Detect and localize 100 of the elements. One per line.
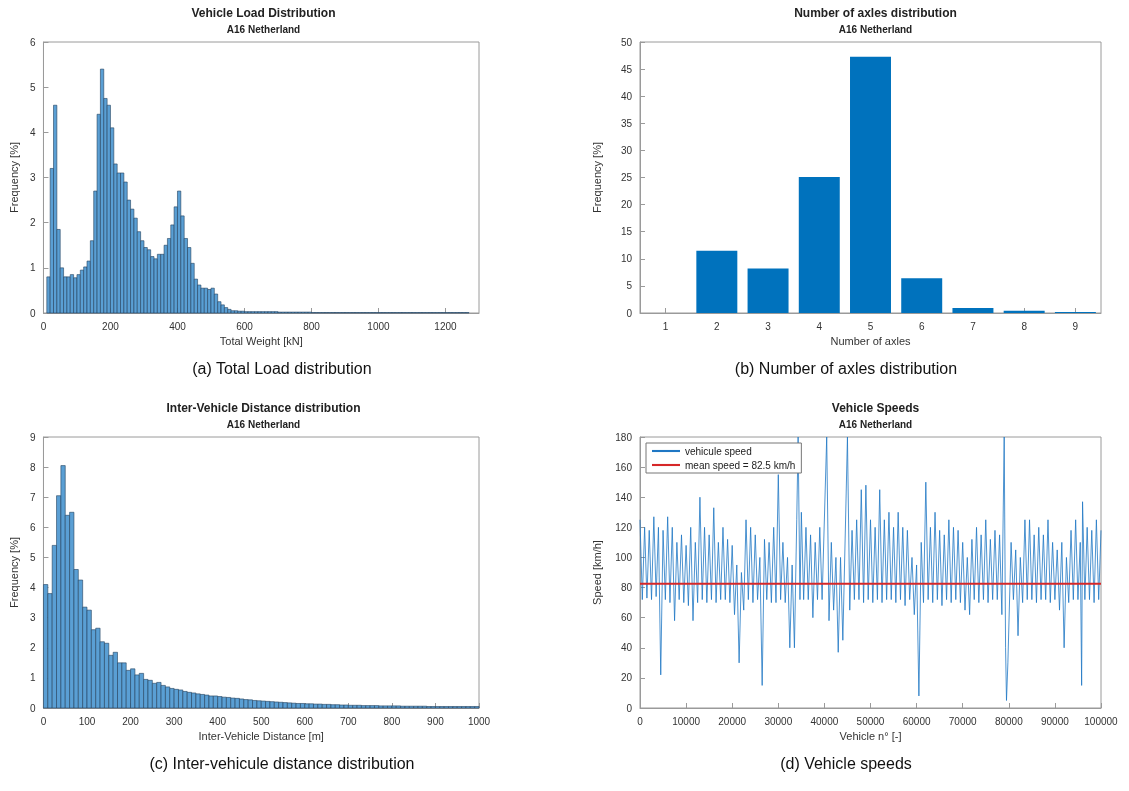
x-tick-label: 100000 [1084, 715, 1119, 727]
y-tick-label: 0 [29, 702, 36, 714]
bar [696, 250, 738, 313]
y-tick-label: 45 [620, 63, 633, 75]
y-tick-label: 180 [615, 431, 633, 443]
y-tick-label: 2 [29, 217, 36, 229]
y-tick-label: 5 [626, 280, 633, 292]
y-axis-title: Speed [km/h] [590, 540, 603, 605]
text: (c) Inter-vehicule distance distribution [149, 754, 415, 772]
y-tick-label: 7 [29, 491, 36, 503]
y-tick-label: 25 [620, 172, 633, 183]
y-axis-title: Frequency [%] [7, 142, 20, 213]
x-tick-label: 90000 [1040, 715, 1070, 727]
x-tick-label: 100 [78, 715, 96, 727]
x-tick-label: 1000 [367, 320, 391, 332]
x-tick-label: 700 [339, 715, 358, 727]
y-tick-label: 40 [620, 90, 633, 102]
y-tick-label: 140 [615, 491, 633, 503]
bar [798, 176, 840, 313]
y-tick-label: 0 [626, 702, 633, 714]
y-tick-label: 0 [626, 307, 633, 319]
x-tick-label: 500 [252, 715, 271, 727]
x-tick-label: 800 [383, 715, 401, 727]
y-tick-label: 3 [29, 612, 36, 624]
y-tick-label: 60 [620, 612, 633, 624]
y-tick-label: 6 [29, 36, 36, 48]
x-tick-label: 600 [296, 715, 314, 727]
x-tick-label: 300 [165, 715, 183, 727]
chart-title: Vehicle Speeds [831, 401, 920, 415]
x-tick-label: 0 [40, 715, 47, 727]
x-tick-label: 900 [427, 715, 445, 727]
x-tick-label: 1 [662, 320, 669, 332]
chart-subtitle: A16 Netherland [838, 418, 913, 430]
y-tick-label: 5 [29, 81, 36, 93]
y-axis-title: Frequency [%] [7, 537, 20, 608]
x-tick-label: 800 [303, 320, 321, 332]
y-tick-label: 6 [29, 521, 36, 533]
bar [1003, 310, 1045, 313]
y-tick-label: 50 [620, 36, 633, 48]
y-tick-label: 15 [620, 226, 633, 238]
line-series [639, 436, 1102, 701]
x-tick-label: 4 [816, 320, 823, 332]
x-tick-label: 40000 [810, 715, 839, 727]
x-tick-label: 6 [918, 320, 925, 332]
text: (a) Total Load distribution [192, 359, 372, 377]
chart-subtitle: A16 Netherland [838, 23, 913, 35]
x-tick-label: 60000 [902, 715, 931, 727]
y-tick-label: 160 [615, 461, 633, 473]
y-tick-label: 3 [29, 172, 36, 183]
x-tick-label: 0 [40, 320, 47, 332]
y-tick-label: 0 [29, 307, 36, 319]
y-tick-label: 80 [620, 582, 633, 594]
x-tick-label: 1200 [434, 320, 458, 332]
x-axis-title: Total Weight [kN] [219, 335, 303, 348]
x-tick-label: 3 [765, 320, 772, 332]
y-tick-label: 8 [29, 461, 36, 473]
x-tick-label: 70000 [948, 715, 978, 727]
chart-title: Vehicle Load Distribution [191, 6, 336, 20]
y-tick-label: 5 [29, 551, 36, 563]
x-tick-label: 80000 [994, 715, 1024, 727]
y-tick-label: 1 [29, 262, 36, 274]
bar [952, 308, 994, 313]
y-tick-label: 20 [620, 199, 633, 211]
x-tick-label: 600 [236, 320, 254, 332]
chart-title: Inter-Vehicle Distance distribution [166, 401, 361, 415]
y-tick-label: 40 [620, 642, 633, 654]
y-tick-label: 4 [29, 126, 36, 138]
bar [747, 268, 789, 313]
bar [850, 56, 891, 313]
y-tick-label: 20 [620, 672, 633, 684]
x-tick-label: 50000 [856, 715, 885, 727]
x-tick-label: 200 [102, 320, 120, 332]
x-tick-label: 1000 [467, 715, 491, 727]
x-tick-label: 7 [970, 320, 977, 332]
legend-label: mean speed = 82.5 km/h [685, 459, 796, 471]
y-tick-label: 4 [29, 582, 36, 594]
x-tick-label: 20000 [718, 715, 747, 727]
y-tick-label: 35 [620, 117, 633, 129]
y-tick-label: 1 [29, 672, 36, 684]
chart-subtitle: A16 Netherland [226, 418, 301, 430]
y-tick-label: 100 [615, 551, 633, 563]
x-tick-label: 10000 [672, 715, 701, 727]
y-tick-label: 9 [29, 431, 36, 443]
legend-label: vehicule speed [685, 445, 752, 457]
x-tick-label: 400 [169, 320, 187, 332]
chart-subtitle: A16 Netherland [226, 23, 301, 35]
text: (b) Number of axles distribution [734, 359, 958, 377]
x-tick-label: 200 [122, 715, 140, 727]
x-tick-label: 400 [209, 715, 227, 727]
x-axis-title: Number of axles [830, 335, 912, 348]
y-tick-label: 30 [620, 144, 633, 156]
y-tick-label: 10 [620, 253, 633, 265]
x-tick-label: 8 [1021, 320, 1028, 332]
x-tick-label: 2 [714, 320, 721, 332]
x-tick-label: 0 [637, 715, 644, 727]
bar [901, 278, 943, 313]
x-axis-title: Inter-Vehicle Distance [m] [198, 730, 324, 743]
text: (d) Vehicle speeds [780, 754, 912, 772]
y-tick-label: 2 [29, 642, 36, 654]
chart-title: Number of axles distribution [794, 6, 957, 20]
